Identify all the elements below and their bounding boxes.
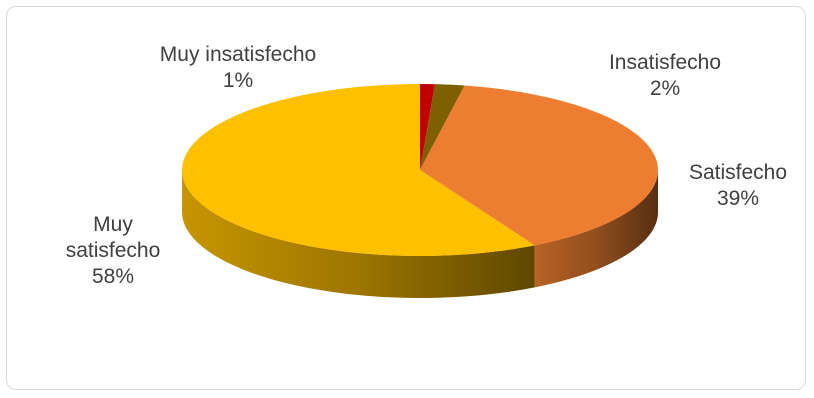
label-muy-insatisfecho-name: Muy insatisfecho xyxy=(159,43,317,66)
label-insatisfecho-name: Insatisfecho xyxy=(608,51,722,74)
pie-sides xyxy=(182,170,658,298)
slice-side-shade-muy-satisfecho xyxy=(182,170,535,298)
label-muy-insatisfecho-value: 1% xyxy=(222,69,254,92)
label-insatisfecho: Insatisfecho 2% xyxy=(585,50,745,102)
label-muy-satisfecho-line1: Muy xyxy=(93,213,133,236)
label-satisfecho-name: Satisfecho xyxy=(688,161,788,184)
slice-side-shade-satisfecho xyxy=(534,170,658,288)
pie-tops xyxy=(182,84,658,256)
slice-top-insatisfecho xyxy=(420,84,465,170)
label-muy-satisfecho: Muy satisfecho 58% xyxy=(38,212,188,290)
slice-top-muy-satisfecho xyxy=(182,84,535,256)
label-muy-satisfecho-value: 58% xyxy=(91,265,135,288)
slice-top-satisfecho xyxy=(420,85,658,246)
label-satisfecho: Satisfecho 39% xyxy=(668,160,808,212)
label-satisfecho-value: 39% xyxy=(716,187,760,210)
label-muy-insatisfecho: Muy insatisfecho 1% xyxy=(128,42,348,94)
label-muy-satisfecho-line2: satisfecho xyxy=(65,239,161,262)
label-insatisfecho-value: 2% xyxy=(649,77,681,100)
slice-top-muy-insatisfecho xyxy=(420,84,435,170)
